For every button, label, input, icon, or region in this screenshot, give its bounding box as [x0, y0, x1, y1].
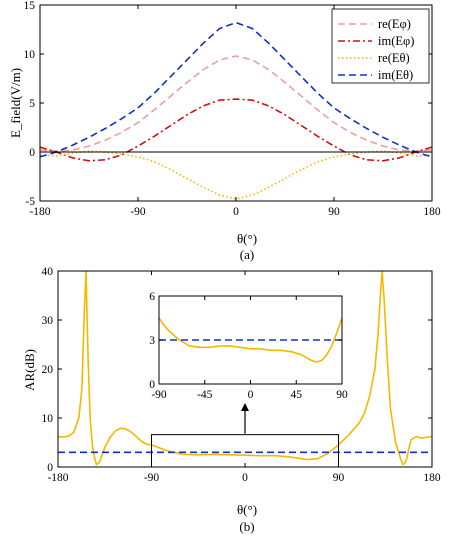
legend-entry-label: re(Eφ)	[378, 17, 411, 31]
panel-a-y-tick-label: -5	[25, 196, 35, 208]
panel-b-y-tick-label: 40	[42, 266, 54, 278]
panel-b-y-tick-label: 20	[42, 364, 54, 376]
panel-a-x-tick-label: -90	[130, 206, 146, 218]
inset-series-line-0	[158, 317, 343, 363]
inset-x-tick-label: 45	[291, 389, 303, 401]
panel-b-y-tick-label: 30	[42, 315, 54, 327]
panel-a-y-tick-label: 10	[24, 49, 36, 61]
panel-a-x-tick-label: 180	[423, 206, 441, 218]
panel-a-y-ticks: -5 0 5 10 15	[24, 0, 432, 208]
inset-y-tick-label: 3	[149, 335, 155, 347]
panel-b-y-axis-label: AR(dB)	[22, 349, 37, 391]
panel-a-x-tick-label: -180	[29, 206, 50, 218]
inset-x-ticks: -90 -45 0 45 90	[151, 296, 348, 401]
panel-a-x-tick-label: 90	[328, 206, 340, 218]
inset-x-tick-label: 0	[248, 389, 254, 401]
panel-a-x-tick-label: 0	[233, 206, 239, 218]
panel-b-x-tick-label: 90	[333, 472, 345, 484]
panel-b-series-line-0	[57, 270, 433, 466]
panel-b-x-axis-label: θ(°)	[237, 502, 257, 517]
panel-b-x-ticks: -180 -90 0 90 180	[47, 271, 441, 484]
panel-b-x-tick-label: 0	[242, 472, 248, 484]
panel-a-y-tick-label: 15	[24, 0, 36, 12]
inset-y-tick-label: 0	[149, 379, 155, 391]
inset-y-ticks: 0 3 6	[149, 291, 342, 391]
panel-a-x-axis-label: θ(°)	[237, 231, 257, 246]
inset-x-tick-label: -45	[197, 389, 213, 401]
inset-x-tick-label: 90	[336, 389, 348, 401]
panel-a-series-line-0	[39, 55, 433, 152]
panel-b-y-tick-label: 10	[42, 413, 54, 425]
inset-series	[158, 317, 343, 363]
panel-a-series-line-1	[39, 98, 433, 162]
panel-a-y-tick-label: 0	[29, 147, 35, 159]
panel-b-y-tick-label: 0	[47, 462, 53, 474]
zoom-arrowhead	[241, 403, 249, 411]
inset-y-tick-label: 6	[149, 291, 155, 303]
panel-a-series-line-2	[39, 150, 433, 200]
panel-a-series-line-3	[39, 21, 433, 158]
panel-b: -90 -45 0 45 90 036 -180 -90 0 90 180 010203040 …	[22, 266, 441, 534]
panel-a-x-ticks: -180 -90 0 90 180	[29, 5, 441, 218]
inset-x-tick-label: -90	[151, 389, 167, 401]
panel-a-caption: (a)	[240, 247, 254, 262]
panel-b-x-tick-label: 180	[423, 472, 441, 484]
legend-box	[331, 8, 430, 84]
panel-b-x-tick-label: -90	[144, 472, 160, 484]
panel-a: -180 -90 0 90 180 -5 0 5 10 15 θ(°) E_field(V/m)…	[8, 0, 441, 262]
legend-entry-label: re(Eθ)	[378, 51, 410, 65]
legend: re(Eφ) im(Eφ) re(Eθ) im(Eθ)	[331, 8, 430, 84]
legend-entry-label: im(Eθ)	[378, 68, 413, 82]
legend-entry-label: im(Eφ)	[378, 34, 414, 48]
panel-b-series	[57, 270, 433, 466]
panel-b-caption: (b)	[239, 519, 254, 534]
panel-a-series	[39, 21, 433, 200]
panel-a-y-tick-label: 5	[29, 98, 35, 110]
panel-a-y-axis-label: E_field(V/m)	[8, 68, 23, 138]
highlight-box	[151, 434, 339, 468]
panel-b-x-tick-label: -180	[47, 472, 68, 484]
